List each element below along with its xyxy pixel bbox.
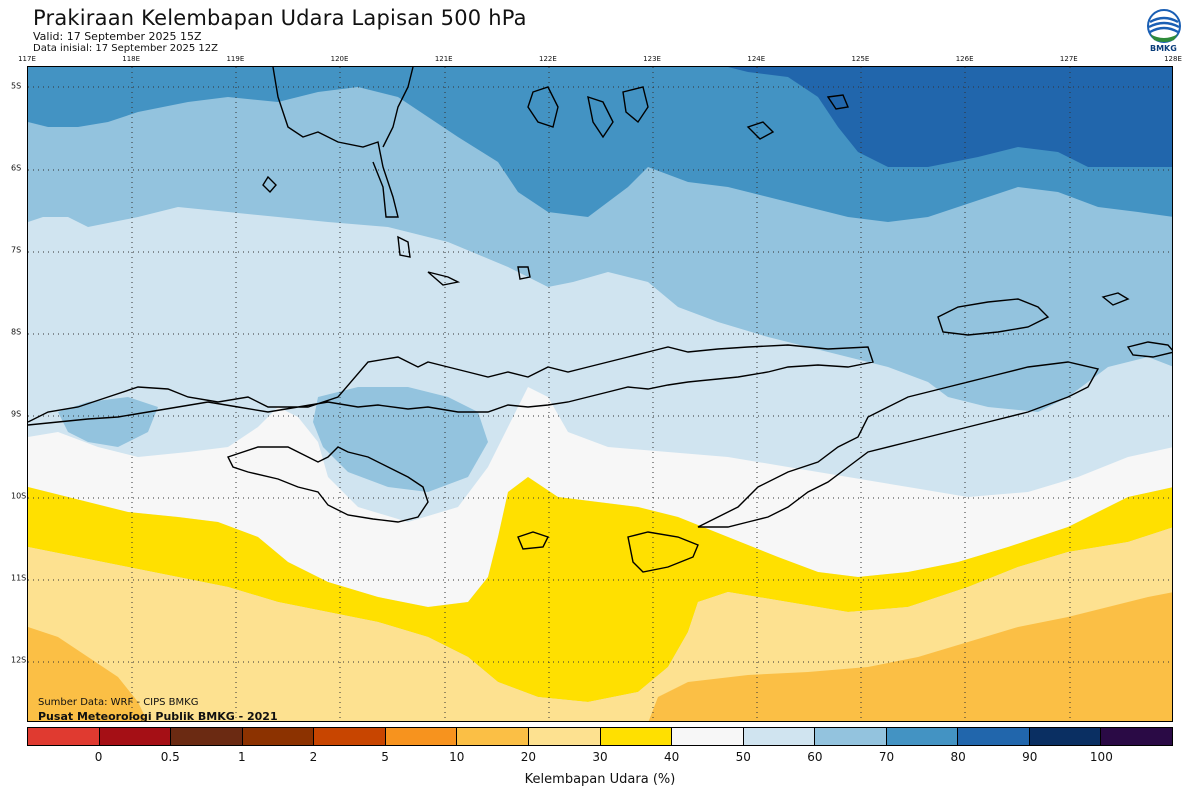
- colorbar-tick: 20: [520, 750, 537, 764]
- colorbar-tick: 10: [449, 750, 465, 764]
- colorbar-segment: [314, 728, 386, 745]
- colorbar-segment: [815, 728, 887, 745]
- colorbar-segment: [743, 728, 816, 745]
- colorbar-segment: [99, 728, 172, 745]
- colorbar-label: Kelembapan Udara (%): [524, 772, 676, 787]
- colorbar-tick: 30: [592, 750, 608, 764]
- initial-time: Data inisial: 17 September 2025 12Z: [33, 43, 218, 54]
- zone-20-west: [28, 627, 148, 721]
- colorbar-segment: [28, 728, 100, 745]
- colorbar-tick: 80: [950, 750, 966, 764]
- lon-label: 127E: [1059, 55, 1078, 63]
- humidity-map: [27, 66, 1173, 722]
- map-title: Prakiraan Kelembapan Udara Lapisan 500 h…: [33, 6, 527, 30]
- publisher: Pusat Meteorologi Publik BMKG - 2021: [38, 710, 278, 723]
- lon-label: 125E: [851, 55, 870, 63]
- lon-label: 128E: [1164, 55, 1182, 63]
- colorbar-tick: 0.5: [160, 750, 180, 764]
- lon-label: 117E: [18, 55, 36, 63]
- lat-label: 10S: [11, 491, 27, 501]
- logo-text: BMKG: [1150, 44, 1177, 53]
- colorbar-tick: 5: [381, 750, 389, 764]
- lat-label: 5S: [11, 81, 22, 91]
- lat-label: 9S: [11, 409, 22, 419]
- colorbar-segment: [457, 728, 529, 745]
- data-source: Sumber Data: WRF - CIPS BMKG: [38, 697, 199, 708]
- colorbar-tick: 0: [94, 750, 103, 764]
- colorbar-segment: [1101, 728, 1172, 745]
- lat-label: 6S: [11, 163, 22, 173]
- lon-label: 120E: [330, 55, 349, 63]
- colorbar-segment: [528, 728, 601, 745]
- zone-20-east: [648, 592, 1172, 721]
- colorbar-tick: 100: [1089, 750, 1113, 764]
- zone-70-lobe: [313, 387, 488, 492]
- lon-label: 119E: [226, 55, 245, 63]
- zone-90: [728, 67, 1172, 167]
- colorbar-tick: 70: [878, 750, 895, 764]
- lat-label: 12S: [11, 655, 27, 665]
- colorbar-segment: [171, 728, 243, 745]
- lon-label: 122E: [539, 55, 557, 63]
- colorbar-tick: 1: [238, 750, 246, 764]
- colorbar-segment: [1029, 728, 1102, 745]
- colorbar-segment: [385, 728, 458, 745]
- zone-40: [28, 477, 1172, 702]
- colorbar: [27, 727, 1173, 746]
- colorbar-tick: 90: [1022, 750, 1038, 764]
- colorbar-segment: [672, 728, 744, 745]
- valid-time: Valid: 17 September 2025 15Z: [33, 30, 202, 43]
- humidity-field: [28, 67, 1172, 721]
- lat-label: 7S: [11, 245, 22, 255]
- lat-label: 8S: [11, 327, 22, 337]
- colorbar-segment: [958, 728, 1030, 745]
- colorbar-tick: 50: [735, 750, 751, 764]
- coastlines: [28, 67, 1172, 573]
- colorbar-tick: 60: [807, 750, 823, 764]
- colorbar-segment: [886, 728, 959, 745]
- lon-label: 118E: [122, 55, 141, 63]
- colorbar-segment: [242, 728, 315, 745]
- colorbar-segment: [600, 728, 673, 745]
- zone-50: [28, 387, 1172, 607]
- colorbar-tick: 40: [663, 750, 680, 764]
- lat-label: 11S: [11, 573, 27, 583]
- colorbar-tick: 2: [309, 750, 318, 764]
- lon-label: 126E: [955, 55, 974, 63]
- bmkg-logo-icon: [1147, 9, 1181, 43]
- lon-label: 123E: [643, 55, 661, 63]
- zone-70-lobe-west: [58, 397, 158, 447]
- lon-label: 124E: [747, 55, 766, 63]
- lon-label: 121E: [434, 55, 453, 63]
